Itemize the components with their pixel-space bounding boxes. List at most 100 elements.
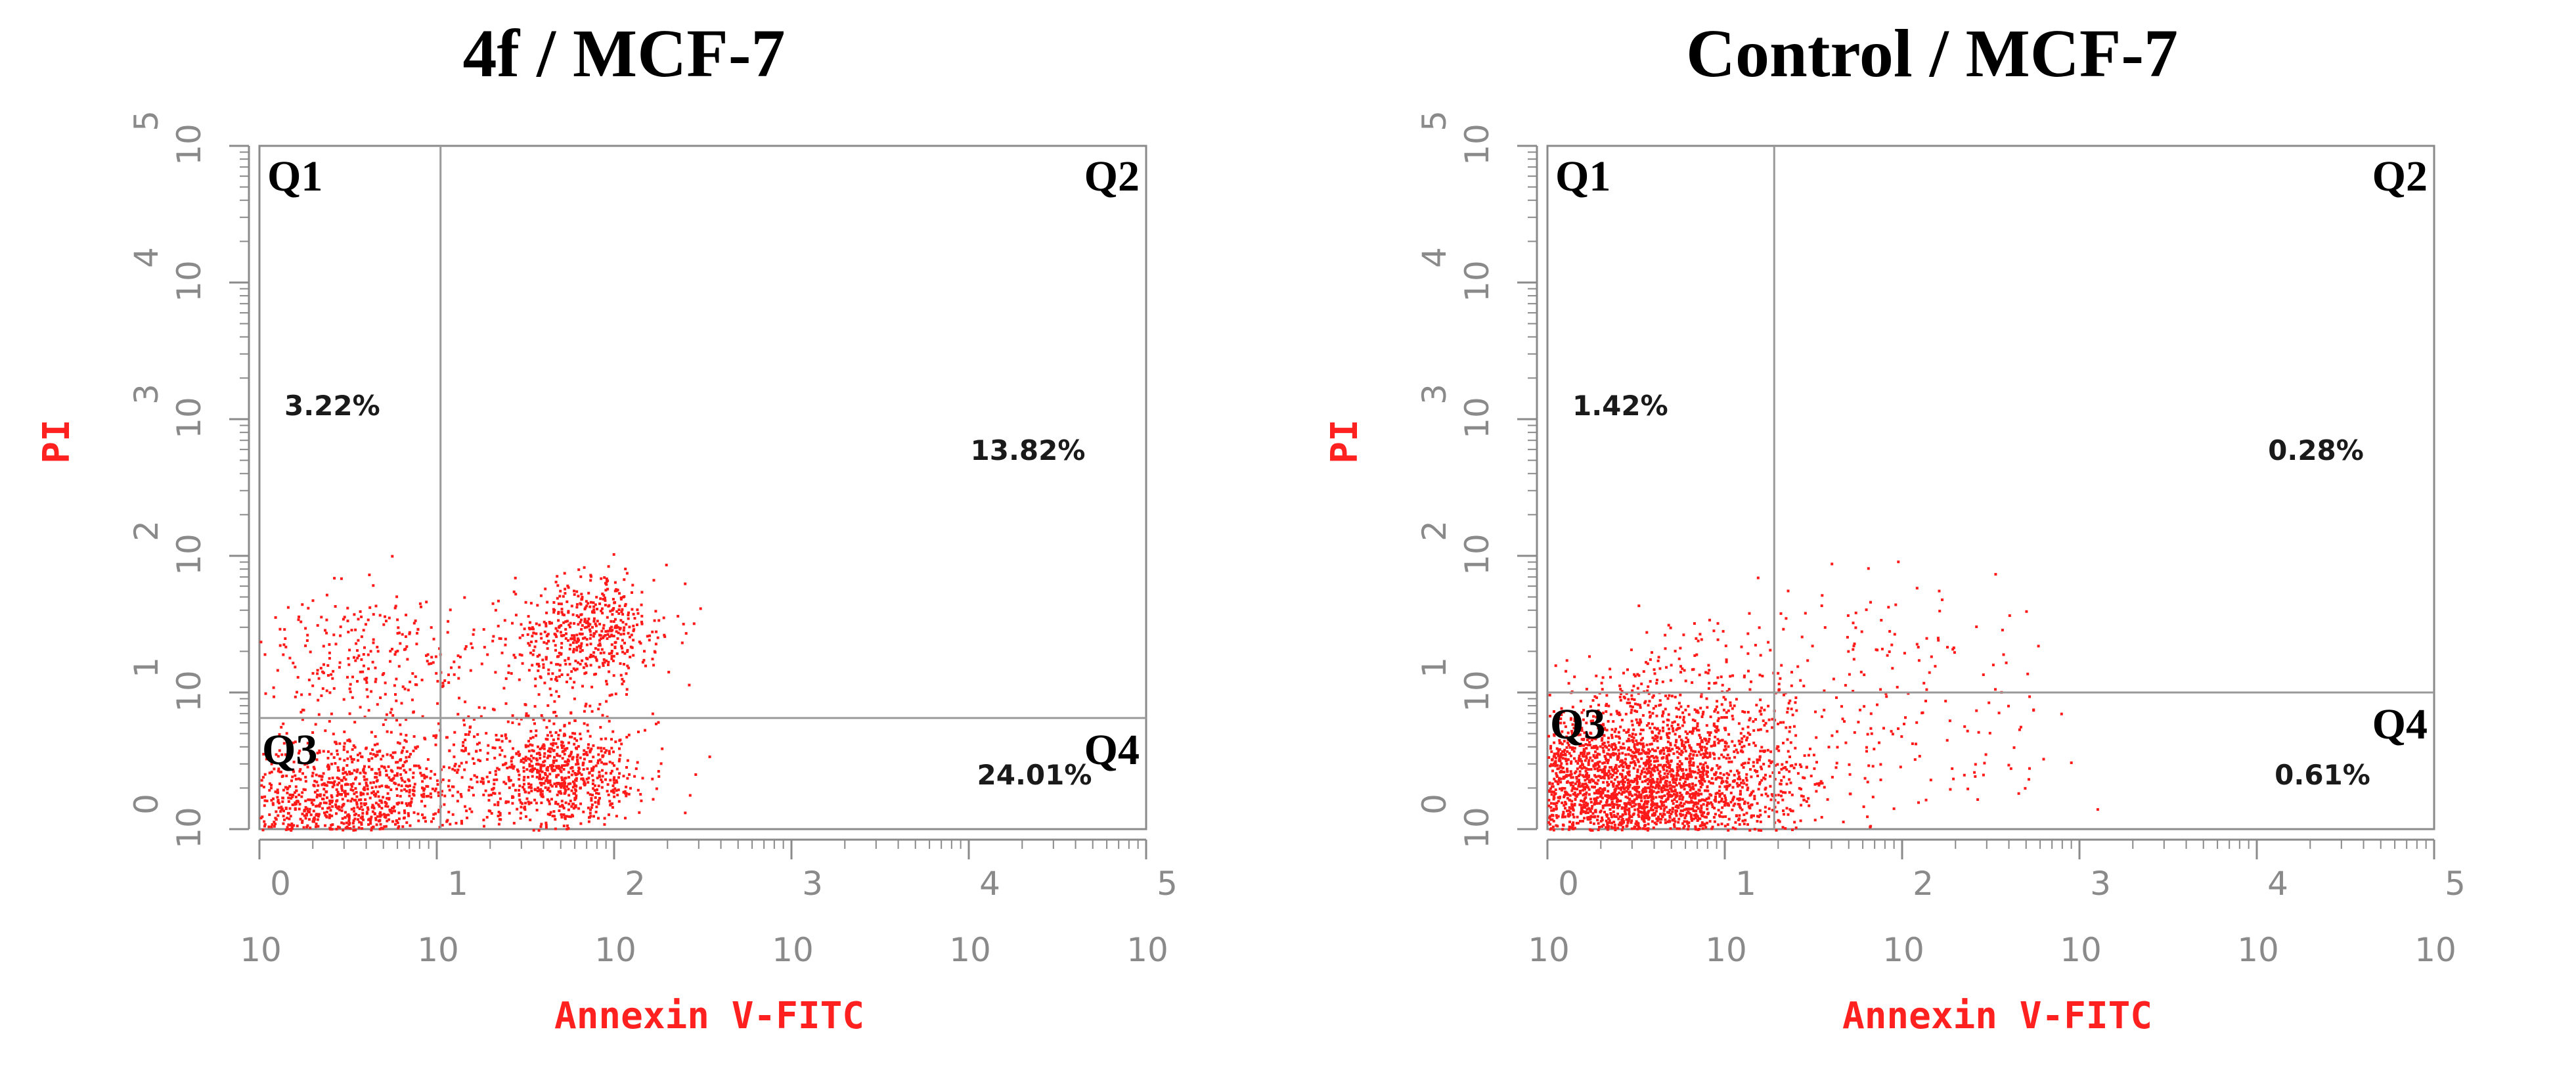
data-point <box>468 807 472 811</box>
data-point <box>1584 796 1588 799</box>
data-point <box>420 679 424 681</box>
data-point <box>1759 813 1762 817</box>
data-point <box>494 773 497 776</box>
data-point <box>1723 804 1726 807</box>
data-point <box>592 779 595 782</box>
data-point <box>1595 792 1599 795</box>
data-point <box>436 702 439 705</box>
data-point <box>619 596 623 599</box>
data-point <box>493 803 497 806</box>
data-point <box>1601 761 1605 765</box>
data-point <box>514 614 518 617</box>
data-point <box>388 776 391 779</box>
data-point <box>523 808 527 811</box>
data-point <box>1621 791 1624 794</box>
data-point <box>292 662 295 665</box>
data-point <box>1616 827 1620 830</box>
data-point <box>1662 712 1665 715</box>
data-point <box>262 752 265 756</box>
data-point <box>531 736 535 739</box>
data-point <box>582 753 585 756</box>
data-point <box>1658 699 1662 702</box>
data-point <box>562 750 566 753</box>
data-point <box>1651 748 1654 751</box>
data-point <box>1670 664 1673 667</box>
data-point <box>1651 808 1654 811</box>
data-point <box>1759 765 1762 769</box>
data-point <box>1727 828 1730 832</box>
data-point <box>1564 793 1567 796</box>
data-point <box>610 769 613 773</box>
data-point <box>376 742 379 746</box>
data-point <box>346 792 349 796</box>
data-point <box>617 608 621 611</box>
data-point <box>1695 790 1698 794</box>
data-point <box>1582 810 1585 813</box>
data-point <box>304 644 307 647</box>
data-point <box>1645 759 1649 762</box>
data-point <box>1633 745 1636 748</box>
data-point <box>1706 804 1708 807</box>
data-point <box>1597 792 1601 795</box>
data-point <box>584 606 587 609</box>
data-point <box>388 797 391 800</box>
data-point <box>570 750 573 754</box>
data-point <box>317 813 321 816</box>
data-point <box>286 817 289 820</box>
data-point <box>361 792 365 796</box>
data-point <box>652 579 655 582</box>
data-point <box>518 773 521 777</box>
data-point <box>420 605 422 608</box>
data-point <box>1725 742 1728 745</box>
data-point <box>1766 794 1769 798</box>
data-point <box>573 697 576 700</box>
data-point <box>1618 741 1621 744</box>
data-point <box>573 798 577 802</box>
data-point <box>1699 774 1702 777</box>
data-point <box>1635 718 1638 721</box>
data-point <box>1584 775 1588 778</box>
data-point <box>1608 819 1611 822</box>
data-point <box>1655 783 1658 786</box>
data-point <box>1756 802 1759 805</box>
data-point <box>1551 758 1553 761</box>
data-point <box>1717 729 1720 732</box>
data-point <box>400 751 403 754</box>
data-point <box>558 754 562 758</box>
data-point <box>1633 698 1636 701</box>
data-point <box>315 773 318 777</box>
data-point <box>313 816 316 819</box>
data-point <box>1683 802 1686 805</box>
data-point <box>487 744 490 747</box>
data-point <box>611 802 613 805</box>
data-point <box>330 794 333 797</box>
data-point <box>544 587 547 591</box>
data-point <box>485 732 488 735</box>
data-point <box>1659 763 1662 767</box>
data-point <box>393 774 397 777</box>
data-point <box>1628 764 1631 767</box>
data-point <box>315 813 318 817</box>
data-point <box>1679 775 1683 779</box>
data-point <box>1687 713 1691 716</box>
data-point <box>1570 761 1572 765</box>
data-point <box>286 791 289 794</box>
data-point <box>1560 707 1563 710</box>
data-point <box>1549 805 1553 809</box>
data-point <box>367 759 370 762</box>
data-point <box>542 666 545 669</box>
data-point <box>559 729 562 732</box>
data-point <box>407 814 411 817</box>
data-point <box>566 824 569 827</box>
data-point <box>1590 807 1593 810</box>
data-point <box>1660 804 1664 807</box>
data-point <box>1607 736 1610 740</box>
data-point <box>533 645 537 648</box>
data-point <box>527 744 530 748</box>
data-point <box>553 700 556 703</box>
data-point <box>549 783 552 786</box>
data-point <box>558 595 562 598</box>
data-point <box>471 786 474 789</box>
data-point <box>1667 761 1670 765</box>
data-point <box>421 786 424 790</box>
